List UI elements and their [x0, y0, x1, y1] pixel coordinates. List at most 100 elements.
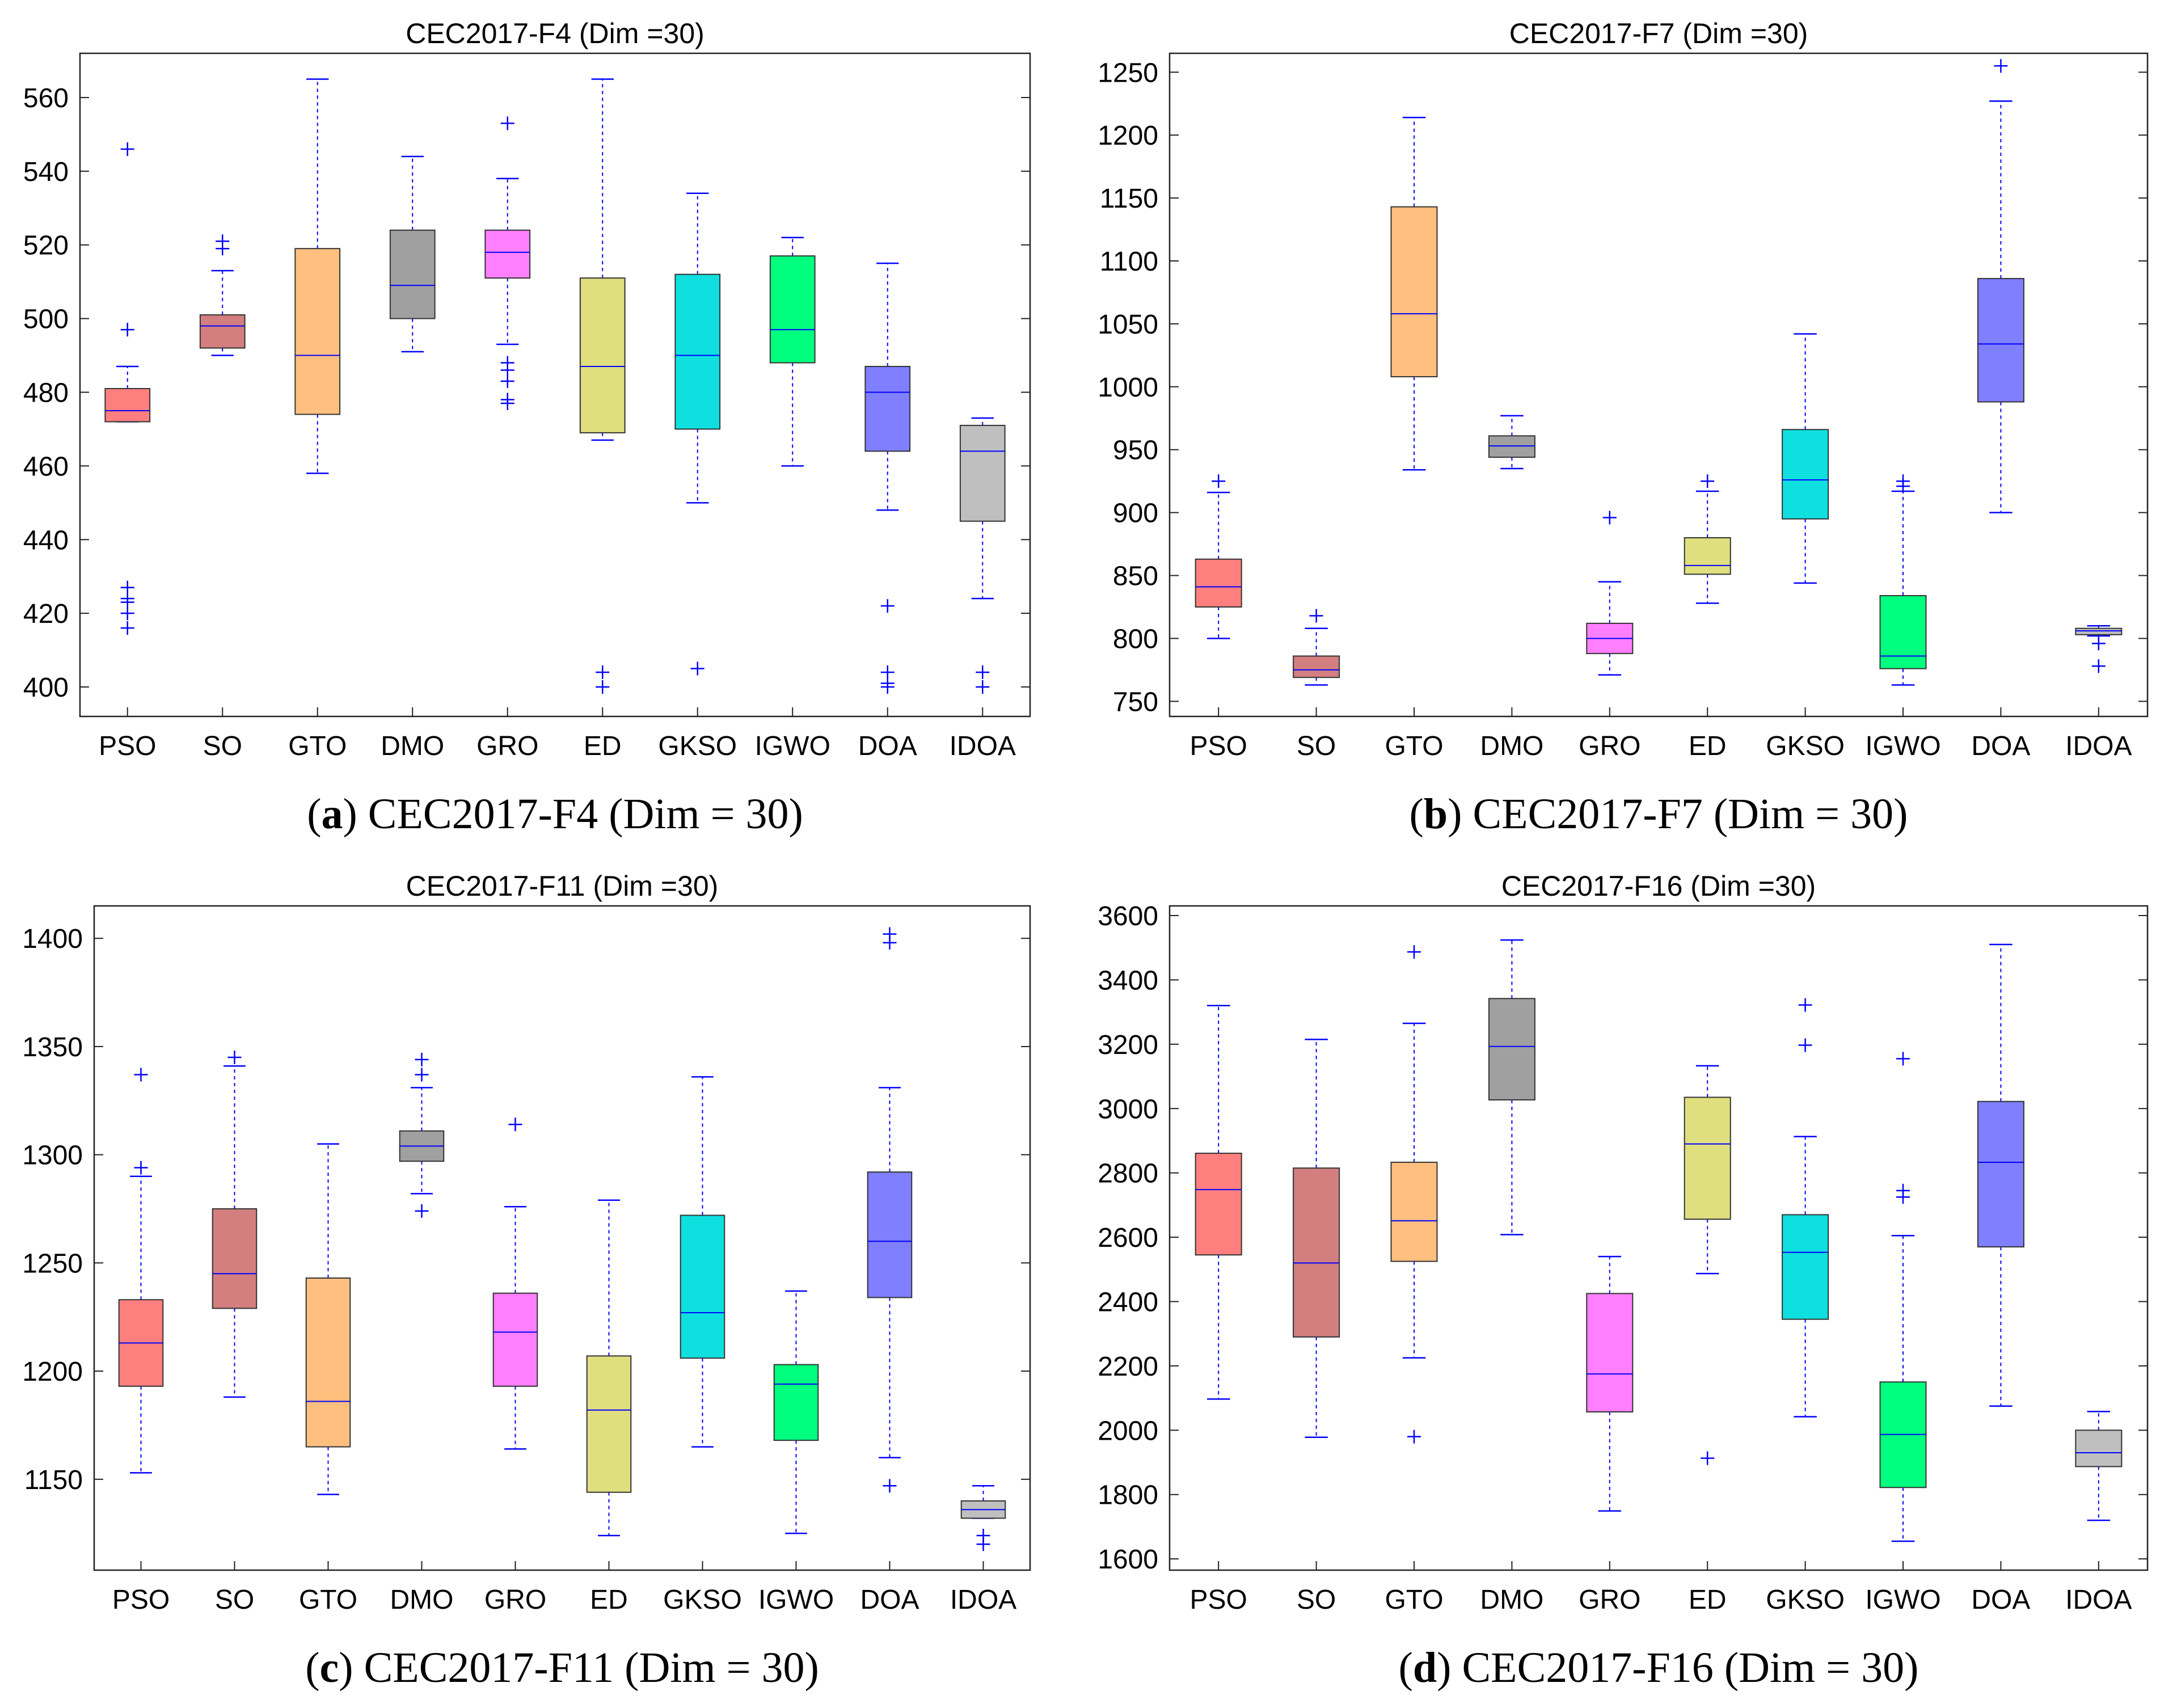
- y-tick-label: 2600: [1098, 1223, 1158, 1253]
- box-iqr: [1293, 655, 1340, 678]
- y-tick-label: 420: [23, 599, 69, 629]
- box-dmo: DMO: [1480, 415, 1543, 761]
- outlier-marker: [1896, 1052, 1910, 1066]
- box-iqr: [1488, 435, 1535, 458]
- y-tick-label: 3200: [1098, 1030, 1158, 1060]
- x-tick-label: ED: [584, 731, 622, 761]
- x-tick-label: DMO: [390, 1585, 454, 1615]
- box-igwo: IGWO: [1865, 474, 1941, 761]
- box-gkso: GKSO: [658, 192, 737, 761]
- outlier-marker: [2091, 636, 2106, 651]
- box-iqr: [1488, 998, 1535, 1100]
- axes-frame: [1168, 52, 2149, 718]
- outlier-marker: [883, 935, 897, 950]
- y-tick-label: 2800: [1098, 1159, 1158, 1189]
- box-iqr: [579, 277, 626, 433]
- x-tick-label: GTO: [1385, 1585, 1443, 1615]
- x-tick-label: PSO: [112, 1585, 170, 1615]
- box-idoa: IDOA: [950, 1485, 1016, 1615]
- x-tick-label: IGWO: [1865, 731, 1940, 761]
- y-tick-label: 1150: [1100, 184, 1158, 214]
- y-tick-label: 3600: [1098, 901, 1158, 931]
- box-iqr: [389, 229, 436, 319]
- x-tick-label: IGWO: [758, 1585, 834, 1615]
- outlier-marker: [690, 661, 704, 676]
- box-iqr: [212, 1208, 258, 1309]
- y-tick-label: 1000: [1098, 373, 1158, 403]
- box-pso: PSO: [112, 1068, 170, 1615]
- box-pso: PSO: [1190, 1005, 1247, 1615]
- box-dmo: DMO: [1480, 939, 1543, 1615]
- outlier-marker: [134, 1068, 148, 1082]
- x-tick-label: IDOA: [2065, 731, 2132, 761]
- y-tick-label: 1100: [1100, 247, 1158, 277]
- box-idoa: IDOA: [2065, 625, 2132, 761]
- box-gkso: GKSO: [663, 1076, 742, 1615]
- box-iqr: [294, 248, 341, 415]
- box-igwo: IGWO: [755, 237, 830, 761]
- y-tick-label: 1250: [22, 1249, 83, 1279]
- box-iqr: [1977, 278, 2024, 403]
- outlier-marker: [120, 606, 134, 621]
- box-iqr: [773, 1364, 819, 1441]
- y-tick-label: 1050: [1098, 310, 1158, 340]
- x-tick-label: GRO: [1579, 1585, 1640, 1615]
- box-gro: GRO: [1579, 1255, 1640, 1615]
- outlier-marker: [500, 374, 514, 389]
- box-iqr: [674, 273, 721, 430]
- box-pso: PSO: [1190, 474, 1247, 761]
- boxplot-panel-b: CEC2017-F7 (Dim =30) 750 800 850 900 950 1000 1…: [1098, 18, 2149, 838]
- x-tick-label: SO: [1297, 731, 1336, 761]
- outlier-marker: [880, 599, 895, 613]
- y-tick-label: 520: [23, 231, 69, 261]
- x-tick-label: DOA: [1971, 731, 2030, 761]
- box-so: SO: [199, 234, 246, 761]
- outlier-marker: [596, 665, 610, 680]
- y-tick-label: 1200: [1098, 121, 1158, 151]
- y-tick-label: 2000: [1098, 1416, 1158, 1446]
- box-iqr: [1782, 429, 1829, 520]
- x-tick-label: DMO: [1480, 1585, 1543, 1615]
- x-tick-label: PSO: [99, 731, 156, 761]
- x-tick-label: SO: [215, 1585, 254, 1615]
- box-iqr: [1782, 1214, 1829, 1320]
- y-tick-label: 1800: [1098, 1481, 1158, 1511]
- x-tick-label: PSO: [1190, 1585, 1247, 1615]
- box-iqr: [2075, 1429, 2123, 1467]
- box-doa: DOA: [860, 927, 919, 1615]
- y-tick-label: 2400: [1098, 1287, 1158, 1317]
- box-iqr: [305, 1277, 351, 1448]
- chart-title: CEC2017-F4 (Dim =30): [406, 18, 704, 49]
- axes-frame: [79, 52, 1031, 718]
- x-tick-label: DOA: [860, 1585, 919, 1615]
- panel-caption: (d) CEC2017-F16 (Dim = 30): [1399, 1644, 1919, 1692]
- x-tick-label: IDOA: [950, 731, 1016, 761]
- chart-title: CEC2017-F7 (Dim =30): [1509, 18, 1808, 49]
- box-ed: ED: [579, 78, 626, 761]
- outlier-marker: [500, 116, 514, 130]
- x-tick-label: PSO: [1190, 731, 1247, 761]
- x-tick-label: DOA: [1971, 1585, 2030, 1615]
- outlier-marker: [2091, 659, 2106, 673]
- x-tick-label: GTO: [288, 731, 347, 761]
- outlier-marker: [1701, 474, 1715, 488]
- outlier-marker: [227, 1051, 242, 1065]
- box-iqr: [864, 366, 911, 452]
- x-tick-label: DOA: [858, 731, 917, 761]
- box-iqr: [1390, 1161, 1438, 1262]
- x-tick-label: IDOA: [950, 1585, 1016, 1615]
- box-iqr: [586, 1355, 632, 1493]
- outlier-marker: [134, 1161, 148, 1175]
- outlier-marker: [880, 680, 895, 694]
- panel-caption: (b) CEC2017-F7 (Dim = 30): [1410, 790, 1908, 838]
- box-iqr: [1586, 1293, 1634, 1413]
- box-iqr: [1684, 537, 1731, 575]
- box-doa: DOA: [1971, 943, 2030, 1615]
- box-iqr: [1195, 558, 1242, 608]
- y-tick-label: 560: [23, 83, 69, 113]
- x-tick-label: GRO: [484, 1585, 546, 1615]
- box-iqr: [1684, 1097, 1731, 1220]
- box-iqr: [867, 1171, 913, 1298]
- outlier-marker: [1896, 1190, 1910, 1204]
- box-iqr: [1977, 1100, 2024, 1248]
